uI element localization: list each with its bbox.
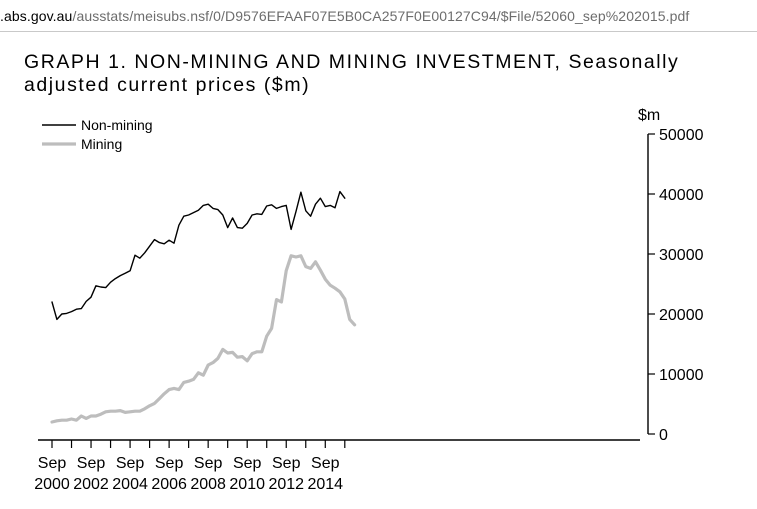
url-path: /ausstats/meisubs.nsf/0/D9576EFAAF07E5B0… xyxy=(72,8,690,24)
chart-title-line-2: adjusted current prices ($m) xyxy=(24,74,311,96)
y-tick-label: 10000 xyxy=(659,367,704,384)
y-tick-label: 50000 xyxy=(659,127,704,144)
x-tick-label-year: 2014 xyxy=(307,476,343,493)
x-tick-label-month: Sep xyxy=(311,455,340,472)
legend-label-mining: Mining xyxy=(81,136,122,152)
x-tick-label-year: 2004 xyxy=(112,476,148,493)
x-tick-label-month: Sep xyxy=(194,455,223,472)
chart-title: GRAPH 1. NON-MINING AND MINING INVESTMEN… xyxy=(24,51,744,97)
x-tick-label-year: 2000 xyxy=(34,476,70,493)
y-axis-unit-label: $m xyxy=(638,107,660,124)
non-mining-series-line xyxy=(51,190,346,321)
y-tick-label: 0 xyxy=(659,427,668,444)
x-tick-label-year: 2010 xyxy=(229,476,265,493)
y-tick-label: 30000 xyxy=(659,247,704,264)
browser-address-bar[interactable]: .abs.gov.au/ausstats/meisubs.nsf/0/D9576… xyxy=(0,0,757,32)
y-tick-label: 20000 xyxy=(659,307,704,324)
x-tick-label-month: Sep xyxy=(233,455,262,472)
x-tick-label-month: Sep xyxy=(116,455,145,472)
x-tick-label-year: 2002 xyxy=(73,476,109,493)
x-tick-label-year: 2006 xyxy=(151,476,187,493)
mining-series-line xyxy=(50,254,357,424)
x-tick-label-month: Sep xyxy=(155,455,184,472)
x-tick-label-month: Sep xyxy=(77,455,106,472)
url-host: .abs.gov.au xyxy=(0,8,73,24)
x-tick-label-year: 2012 xyxy=(268,476,304,493)
y-tick-label: 40000 xyxy=(659,187,704,204)
x-tick-label-month: Sep xyxy=(272,455,301,472)
legend-label-non-mining: Non-mining xyxy=(81,117,153,133)
chart-title-line-1: GRAPH 1. NON-MINING AND MINING INVESTMEN… xyxy=(24,51,680,73)
x-tick-label-year: 2008 xyxy=(190,476,226,493)
x-tick-label-month: Sep xyxy=(38,455,67,472)
url-text[interactable]: .abs.gov.au/ausstats/meisubs.nsf/0/D9576… xyxy=(0,8,689,24)
